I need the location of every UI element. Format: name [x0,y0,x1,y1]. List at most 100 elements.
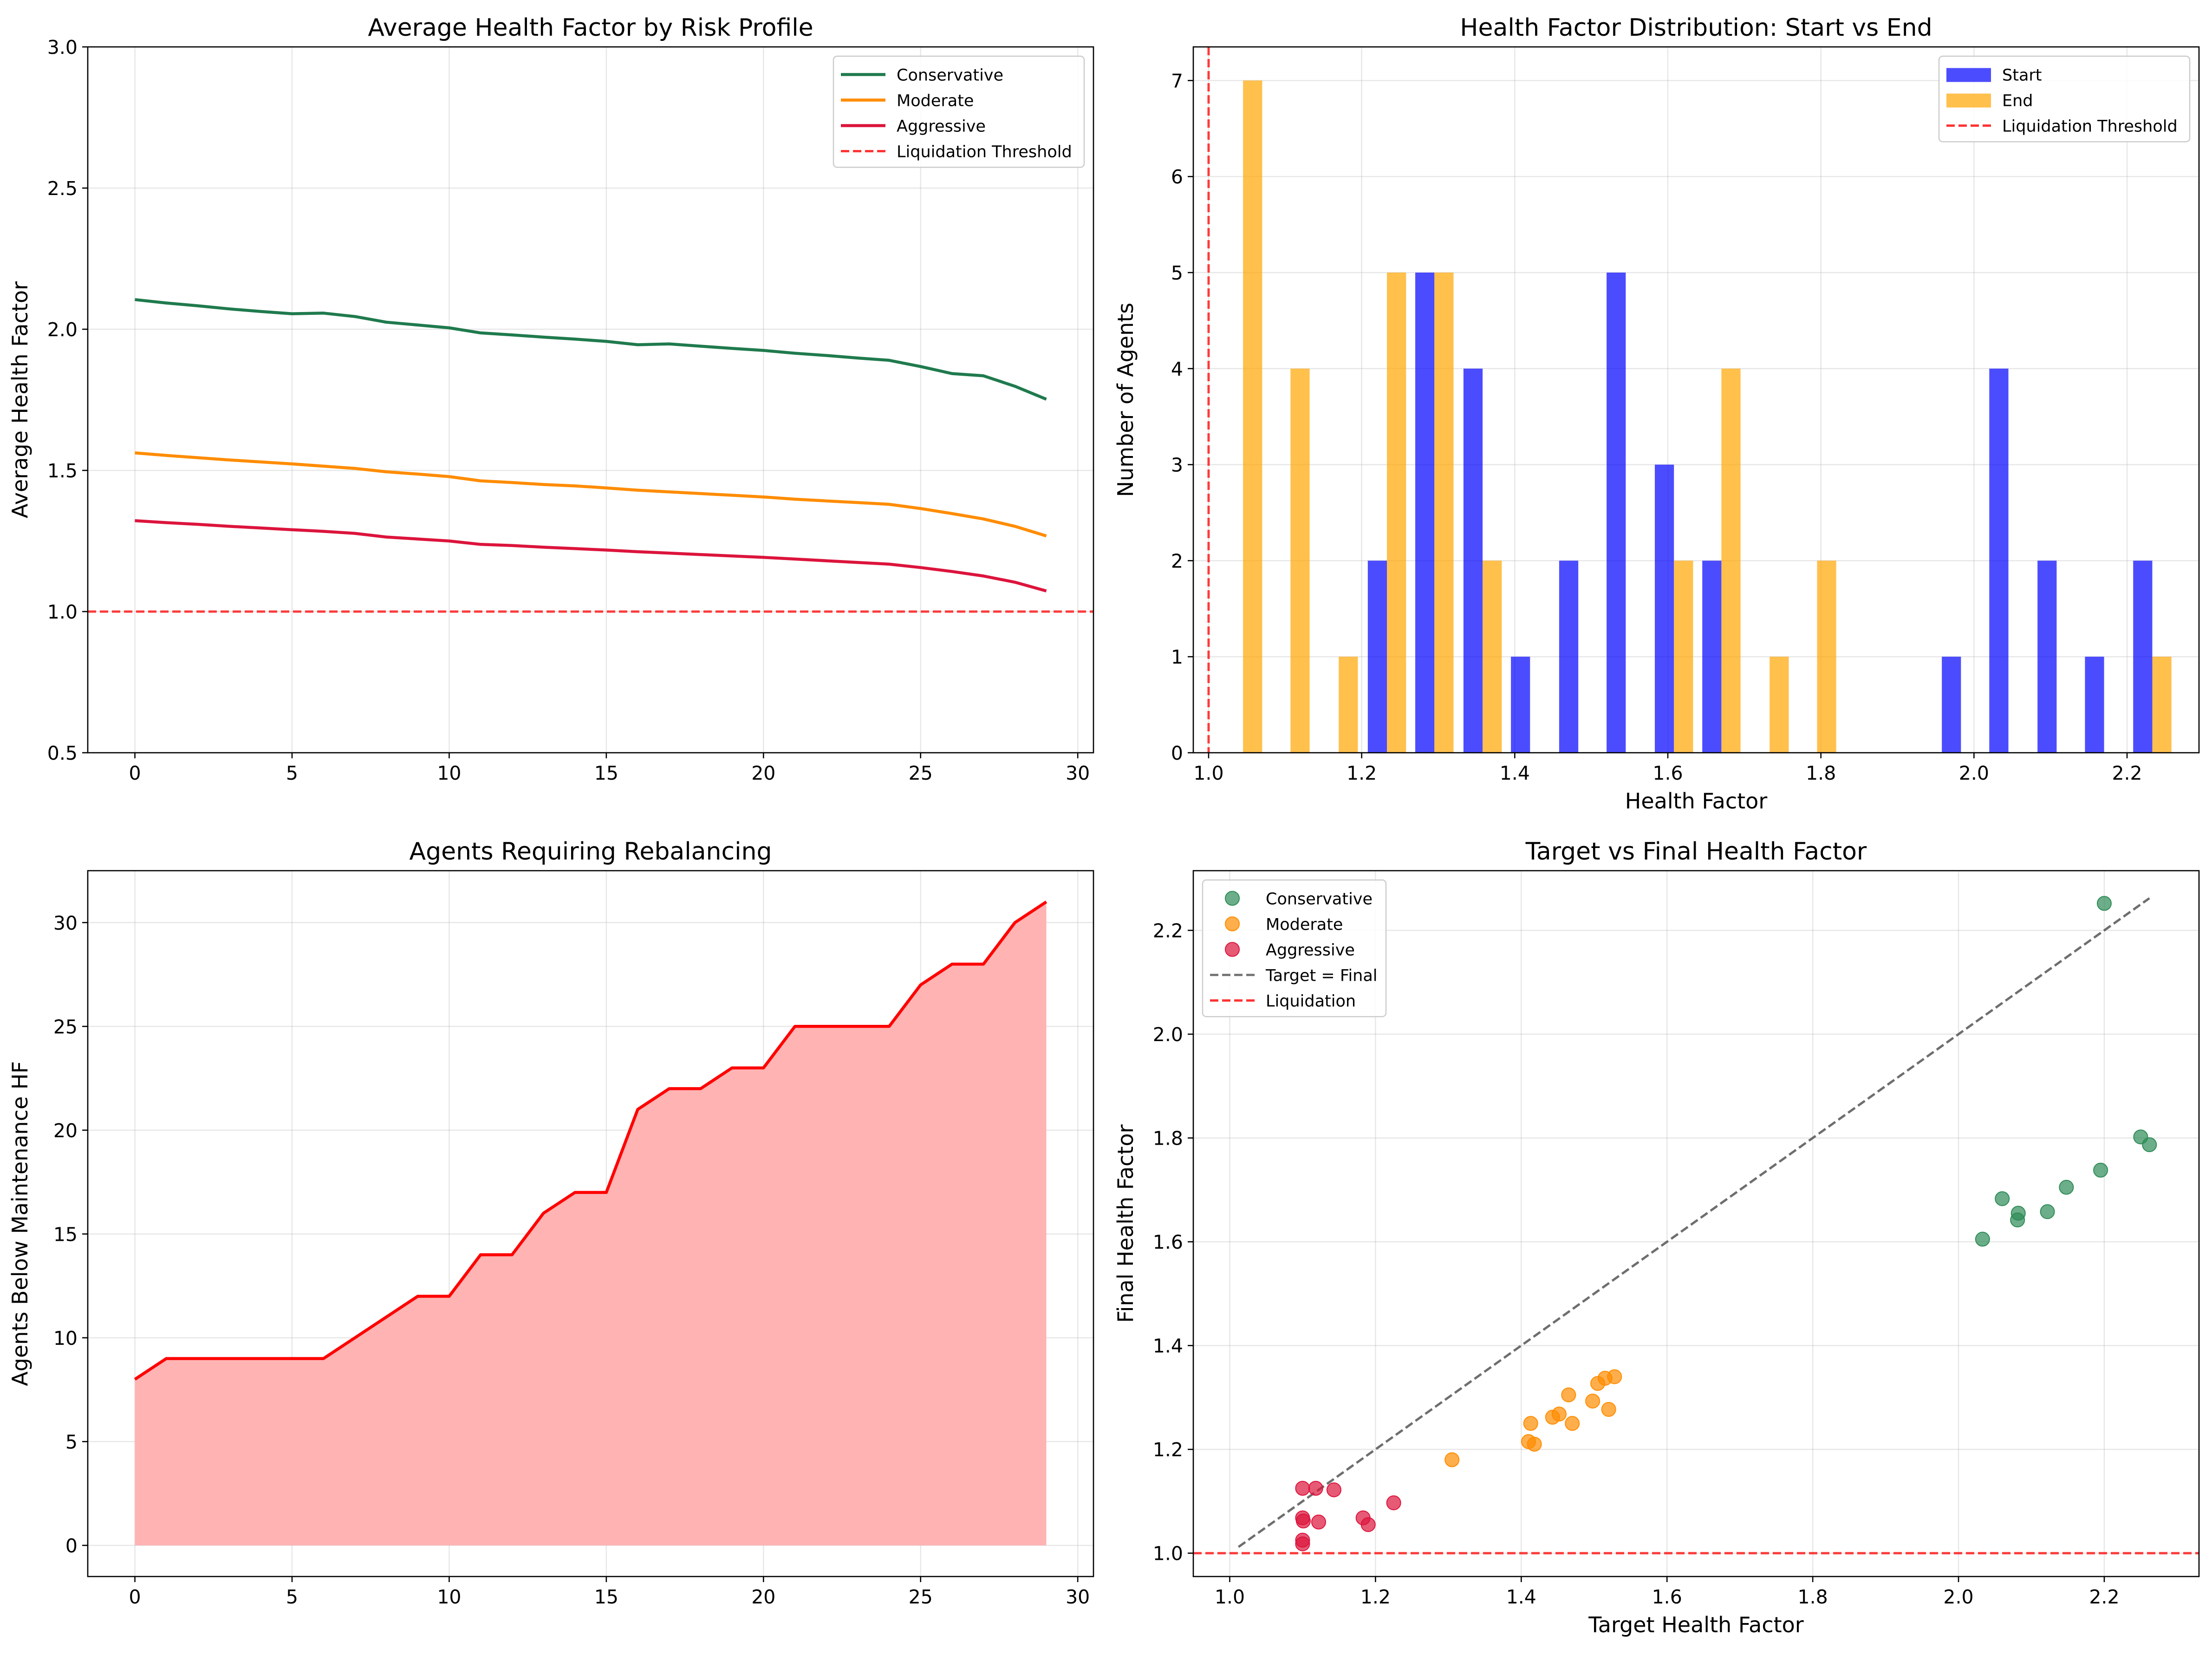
x-tick-label: 2.2 [2089,1586,2119,1608]
series-line-aggressive [135,519,1047,593]
legend-swatch-dot [1225,942,1240,957]
x-tick-label: 2.0 [1959,762,1989,784]
y-tick-label: 1.6 [1153,1231,1183,1253]
legend-swatch-patch [1946,68,1991,82]
histogram-bar-end [1674,560,1693,753]
legend-box [1938,55,2191,143]
legend-label: Aggressive [1266,941,1355,960]
y-tick-label: 0 [65,1535,78,1557]
histogram-bar-end [1770,657,1789,753]
histogram-bar-start [2085,657,2104,753]
x-tick-label: 5 [286,762,298,784]
x-tick-label: 15 [594,1586,618,1608]
scatter-point-moderate [1527,1437,1542,1452]
scatter-point-conservative [1975,1231,1990,1247]
plot-area [134,900,1047,1545]
x-tick-label: 1.8 [1806,762,1836,784]
x-tick-label: 1.4 [1500,762,1530,784]
legend-label: Moderate [1266,916,1343,934]
legend-box [833,55,1085,168]
histogram-bar-end [1243,80,1262,753]
plot-frame [1192,870,2200,1577]
y-tick-label: 1.8 [1153,1127,1183,1150]
y-tick-label: 1.2 [1153,1439,1183,1461]
legend-label: Liquidation Threshold [2002,117,2178,136]
y-tick-label: 15 [53,1223,78,1245]
x-tick-label: 15 [594,762,618,784]
histogram-bar-start [1702,560,1722,753]
histogram-bar-start [2037,560,2057,753]
histogram-bar-start [1415,272,1435,753]
scatter-point-aggressive [1296,1513,1311,1529]
legend-label: Moderate [897,92,974,111]
scatter-point-aggressive [1326,1482,1341,1498]
x-axis-label: Health Factor [1625,788,1768,814]
y-tick-label: 10 [53,1327,78,1349]
scatter-point-moderate [1565,1416,1580,1431]
y-tick-label: 5 [1171,262,1183,284]
x-tick-label: 20 [751,762,775,784]
legend-box [1202,879,1387,1017]
scatter-point-conservative [1995,1191,2010,1206]
x-tick-label: 1.8 [1798,1586,1828,1608]
plot-area [1207,47,2172,753]
chart-title: Health Factor Distribution: Start vs End [1460,14,1932,42]
scatter-point-conservative [2096,896,2112,911]
y-tick-label: 7 [1171,70,1183,92]
legend: Conservative Moderate Aggressive Target = F… [1202,879,1387,1017]
x-tick-label: 25 [909,1586,933,1608]
scatter-point-moderate [1585,1394,1600,1409]
y-tick-label: 6 [1171,166,1183,188]
legend-label: Aggressive [897,117,986,136]
histogram-bar-end [1483,560,1502,753]
chart-title: Target vs Final Health Factor [1525,838,1867,866]
panel-target-vs-final: 1.0 1.2 1.4 1.6 1.8 2.0 2.2 1.0 1.2 1.4 1.6 1.8 2.0 2… [1113,838,2200,1637]
plot-area [1193,896,2199,1555]
scatter-point-aggressive [1311,1514,1326,1530]
y-tick-label: 20 [53,1120,78,1142]
x-tick-label: 30 [1066,762,1090,784]
x-tick-label: 10 [437,1586,461,1608]
legend-label: Liquidation Threshold [897,143,1072,162]
legend: Conservative Moderate Aggressive Liquidatio… [833,55,1085,168]
x-tick-label: 30 [1066,1586,1090,1608]
chart-title: Agents Requiring Rebalancing [410,838,772,866]
y-tick-label: 2 [1171,550,1183,572]
legend-swatch-dot [1225,916,1240,932]
scatter-point-conservative [2059,1179,2074,1195]
scatter-point-aggressive [1308,1481,1323,1496]
scatter-point-aggressive [1295,1481,1310,1496]
scatter-point-conservative [2010,1205,2026,1221]
histogram-bar-end [2152,657,2172,753]
histogram-bar-start [1607,272,1626,753]
y-axis-label: Average Health Factor [7,281,33,518]
x-tick-label: 20 [751,1586,775,1608]
histogram-bar-start [1989,368,2009,753]
x-tick-label: 1.0 [1215,1586,1245,1608]
x-tick-label: 1.2 [1347,762,1377,784]
y-axis-label: Number of Agents [1113,303,1138,497]
y-axis-label: Agents Below Maintenance HF [7,1061,33,1386]
histogram-bar-start [1942,657,1961,753]
chart-title: Average Health Factor by Risk Profile [368,14,813,42]
panel-health-factor-distribution: 1.0 1.2 1.4 1.6 1.8 2.0 2.2 0 1 2 3 4 5 6 7 Health Fact… [1113,14,2200,814]
area-fill [135,902,1047,1545]
y-tick-label: 1.0 [1153,1543,1183,1565]
histogram-bar-end [1387,272,1406,753]
x-axis-label: Target Health Factor [1588,1612,1804,1637]
y-tick-label: 2.5 [47,177,78,200]
y-tick-label: 2.0 [1153,1023,1183,1046]
histogram-bar-end [1339,657,1358,753]
scatter-point-moderate [1601,1402,1616,1417]
x-tick-label: 25 [909,762,933,784]
reference-line [1237,897,2150,1548]
scatter-point-moderate [1561,1387,1576,1402]
x-tick-label: 1.0 [1193,762,1223,784]
y-tick-label: 1.4 [1153,1335,1183,1357]
series-line-moderate [135,451,1047,538]
area-line [134,900,1047,1381]
histogram-bar-end [1817,560,1836,753]
histogram-bar-start [1654,464,1674,753]
panel-agents-requiring-rebalancing: 0 5 10 15 20 25 30 0 5 10 15 20 25 30 Agents Requiring… [7,838,1094,1608]
